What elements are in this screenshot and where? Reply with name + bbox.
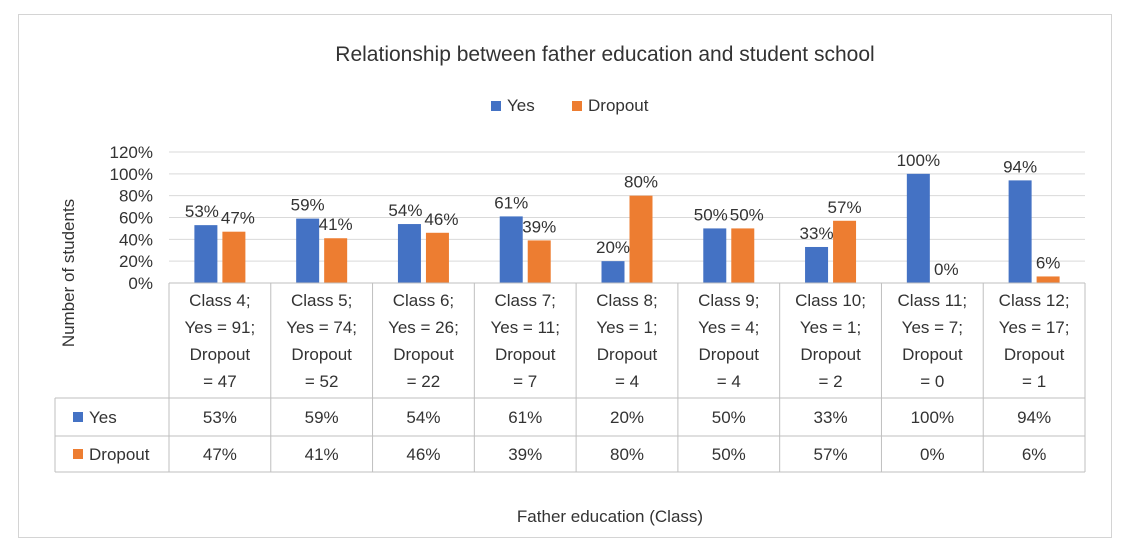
data-label: 61% xyxy=(494,193,528,212)
data-label: 54% xyxy=(388,201,422,220)
data-label: 50% xyxy=(730,205,764,224)
table-cell: 46% xyxy=(406,445,440,464)
bar-dropout xyxy=(629,195,653,283)
y-tick-label: 20% xyxy=(119,252,153,271)
chart-title: Relationship between father education an… xyxy=(335,43,874,66)
table-cell: 0% xyxy=(920,445,945,464)
data-label: 33% xyxy=(800,224,834,243)
data-label: 59% xyxy=(291,196,325,215)
category-label: Class 8; Yes = 1; Dropout = 4 xyxy=(596,291,657,391)
legend-label-0: Yes xyxy=(507,96,535,115)
category-label: Class 4; Yes = 91; Dropout = 47 xyxy=(185,291,256,391)
table-cell: 61% xyxy=(508,408,542,427)
table-cell: 33% xyxy=(814,408,848,427)
table-row-header: Dropout xyxy=(89,445,150,464)
chart-svg: Relationship between father education an… xyxy=(54,43,1086,526)
category-label: Class 10; Yes = 1; Dropout = 2 xyxy=(795,291,866,391)
data-label: 6% xyxy=(1036,253,1061,272)
data-label: 39% xyxy=(522,217,556,236)
table-row-header: Yes xyxy=(89,408,117,427)
data-label: 20% xyxy=(596,238,630,257)
category-label: Class 5; Yes = 74; Dropout = 52 xyxy=(286,291,357,391)
bar-yes xyxy=(906,173,930,283)
bar-yes xyxy=(499,216,523,283)
data-label: 46% xyxy=(424,210,458,229)
bars xyxy=(194,173,1060,283)
bar-dropout xyxy=(527,240,551,283)
bar-yes xyxy=(194,225,218,283)
data-label: 50% xyxy=(694,205,728,224)
data-label: 80% xyxy=(624,173,658,192)
category-label: Class 6; Yes = 26; Dropout = 22 xyxy=(388,291,459,391)
data-label: 53% xyxy=(185,202,219,221)
table-cell: 39% xyxy=(508,445,542,464)
table-cell: 100% xyxy=(911,408,954,427)
bar-yes xyxy=(703,228,727,283)
y-tick-label: 120% xyxy=(110,143,153,162)
y-tick-label: 80% xyxy=(119,187,153,206)
category-label: Class 9; Yes = 4; Dropout = 4 xyxy=(698,291,759,391)
table-cell: 50% xyxy=(712,445,746,464)
data-label: 94% xyxy=(1003,157,1037,176)
legend: Yes Dropout xyxy=(491,96,649,115)
bar-dropout xyxy=(1036,276,1060,283)
table-cell: 80% xyxy=(610,445,644,464)
y-tick-label: 100% xyxy=(110,165,153,184)
legend-swatch-0 xyxy=(491,101,501,111)
bar-yes xyxy=(601,261,625,283)
table-cell: 94% xyxy=(1017,408,1051,427)
table-cell: 50% xyxy=(712,408,746,427)
bar-yes xyxy=(397,224,421,283)
data-label: 47% xyxy=(221,209,255,228)
category-label: Class 12; Yes = 17; Dropout = 1 xyxy=(999,291,1070,391)
bar-dropout xyxy=(222,231,246,283)
table-cell: 53% xyxy=(203,408,237,427)
legend-label-1: Dropout xyxy=(588,96,649,115)
y-tick-label: 0% xyxy=(128,274,153,293)
data-label: 0% xyxy=(934,260,959,279)
data-table: Class 4; Yes = 91; Dropout = 47 Class 5; Yes … xyxy=(54,282,1086,473)
table-cell: 6% xyxy=(1022,445,1047,464)
bar-yes xyxy=(805,246,829,283)
table-cell: 20% xyxy=(610,408,644,427)
data-label: 57% xyxy=(828,198,862,217)
gridlines xyxy=(169,151,1085,284)
y-axis-ticks: 0% 20% 40% 60% 80% 100% 120% xyxy=(110,143,153,293)
bar-dropout xyxy=(731,228,755,283)
bar-dropout xyxy=(324,238,348,283)
bar-dropout xyxy=(425,232,449,283)
category-label: Class 7; Yes = 11; Dropout = 7 xyxy=(490,291,559,391)
y-tick-label: 40% xyxy=(119,230,153,249)
bar-dropout xyxy=(833,220,857,283)
y-tick-label: 60% xyxy=(119,209,153,228)
bar-yes xyxy=(296,218,320,283)
chart-frame: Relationship between father education an… xyxy=(18,14,1112,538)
table-cell: 47% xyxy=(203,445,237,464)
table-cell: 57% xyxy=(814,445,848,464)
table-cell: 59% xyxy=(305,408,339,427)
table-legend-key-yes xyxy=(73,412,83,422)
category-label: Class 11; Yes = 7; Dropout = 0 xyxy=(898,291,968,391)
data-label: 41% xyxy=(319,215,353,234)
legend-swatch-1 xyxy=(572,101,582,111)
x-axis-label: Father education (Class) xyxy=(517,507,703,526)
table-cell: 41% xyxy=(305,445,339,464)
data-label: 100% xyxy=(897,151,940,170)
y-axis-label: Number of students xyxy=(59,199,78,347)
table-cell: 54% xyxy=(406,408,440,427)
table-legend-key-dropout xyxy=(73,449,83,459)
bar-yes xyxy=(1008,180,1032,283)
data-labels: 53% 47% 59%41% 54% 46% 61% 39% 20% 80% 50% 50% 33% 5… xyxy=(185,151,1061,279)
